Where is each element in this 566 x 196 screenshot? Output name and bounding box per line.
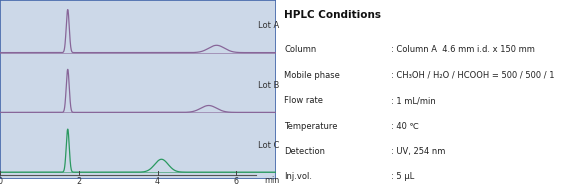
Text: min: min [264,176,279,185]
Text: 0: 0 [0,177,2,186]
Text: Mobile phase: Mobile phase [284,71,340,80]
Text: : UV, 254 nm: : UV, 254 nm [391,147,445,156]
Text: Detection: Detection [284,147,325,156]
Text: : 5 μL: : 5 μL [391,172,414,181]
Text: : 40 ℃: : 40 ℃ [391,122,419,131]
Text: : CH₃OH / H₂O / HCOOH = 500 / 500 / 1: : CH₃OH / H₂O / HCOOH = 500 / 500 / 1 [391,71,555,80]
Text: 4: 4 [155,177,160,186]
Text: Lot A: Lot A [258,21,279,30]
Text: Flow rate: Flow rate [284,96,323,105]
Text: HPLC Conditions: HPLC Conditions [284,10,381,20]
Text: Lot C: Lot C [258,141,279,150]
Text: 6: 6 [234,177,239,186]
Text: : Column A  4.6 mm i.d. x 150 mm: : Column A 4.6 mm i.d. x 150 mm [391,45,535,54]
FancyBboxPatch shape [0,0,276,179]
Text: Fig.1 Example of lot variation under an acidic condition: Fig.1 Example of lot variation under an … [32,183,244,192]
Text: Inj.vol.: Inj.vol. [284,172,312,181]
Text: : 1 mL/min: : 1 mL/min [391,96,436,105]
Text: Lot B: Lot B [258,81,279,90]
Text: Column: Column [284,45,316,54]
Text: Temperature: Temperature [284,122,338,131]
Text: 2: 2 [76,177,82,186]
